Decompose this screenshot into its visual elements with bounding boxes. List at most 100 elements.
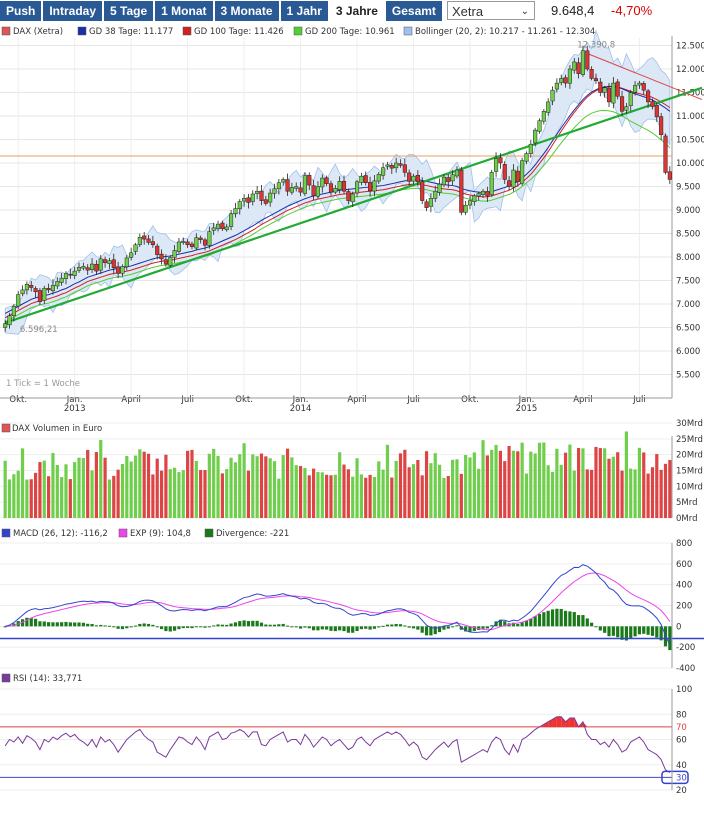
divergence-bar: [577, 615, 581, 627]
tab-push[interactable]: Push: [0, 1, 42, 21]
candle: [229, 213, 234, 227]
divergence-bar: [303, 626, 307, 628]
volume-bar: [159, 470, 164, 518]
divergence-bar: [511, 622, 516, 627]
divergence-bar: [351, 626, 355, 633]
volume-bar: [55, 464, 59, 518]
volume-y-tick: 20Mrd: [676, 451, 703, 461]
divergence-bar: [3, 626, 7, 628]
candle: [320, 177, 325, 188]
tab-5-tage[interactable]: 5 Tage: [104, 1, 154, 21]
volume-bar: [33, 472, 38, 518]
candle: [202, 239, 208, 246]
candle: [559, 78, 564, 83]
divergence-bar: [251, 620, 255, 627]
volume-bar: [611, 456, 615, 518]
divergence-bar: [220, 624, 224, 627]
candle: [637, 82, 642, 86]
candle: [120, 266, 125, 274]
divergence-bar: [407, 626, 411, 628]
candle: [398, 163, 403, 166]
divergence-bar: [172, 626, 177, 631]
macd-y-tick: -200: [676, 643, 695, 653]
divergence-bar: [659, 626, 663, 641]
candle: [368, 182, 373, 191]
volume-bar: [372, 476, 377, 518]
exchange-select[interactable]: Xetra ⌄: [447, 1, 535, 20]
volume-bar: [20, 448, 25, 518]
volume-bar: [529, 451, 533, 518]
divergence-bar: [329, 626, 333, 631]
tab-3-monate[interactable]: 3 Monate: [214, 1, 279, 21]
volume-bar: [385, 444, 390, 518]
divergence-bar: [77, 622, 81, 627]
volume-bar: [229, 457, 233, 518]
volume-bar: [194, 460, 198, 518]
dax-chart[interactable]: DAX (Xetra) GD 38 Tage: 11.177 GD 100 Tage…: [0, 22, 704, 816]
price-y-tick: 10.000: [676, 159, 704, 169]
divergence-bar: [73, 622, 77, 627]
divergence-bar: [424, 626, 429, 636]
macd-y-tick: 400: [676, 581, 692, 591]
divergence-bar: [33, 618, 38, 627]
volume-bar: [390, 477, 394, 518]
macd-legend-macd: MACD (26, 12): -116,2: [13, 529, 108, 539]
candle: [502, 164, 507, 180]
divergence-bar: [255, 620, 259, 627]
candle: [255, 190, 260, 194]
divergence-bar: [238, 621, 242, 627]
volume-bar: [633, 469, 637, 518]
volume-bar: [333, 474, 337, 518]
divergence-bar: [68, 622, 72, 627]
volume-bar: [233, 462, 238, 518]
divergence-bar: [277, 624, 281, 627]
divergence-bar: [524, 620, 529, 627]
volume-bar: [624, 431, 628, 518]
volume-bar: [90, 470, 94, 518]
divergence-bar: [537, 613, 542, 627]
candle: [546, 101, 551, 113]
tab-3-jahre[interactable]: 3 Jahre: [329, 1, 384, 21]
candle: [346, 191, 351, 201]
divergence-bar: [403, 625, 407, 627]
candle: [37, 290, 42, 302]
candle: [133, 244, 138, 252]
volume-bar: [325, 474, 329, 518]
volume-bar: [120, 464, 125, 518]
volume-bar: [377, 461, 381, 518]
volume-bar: [307, 475, 311, 518]
divergence-bar: [590, 622, 594, 627]
divergence-bar: [90, 623, 94, 627]
candle: [146, 238, 151, 243]
divergence-bars: [3, 608, 672, 651]
tab-1-jahr[interactable]: 1 Jahr: [280, 1, 328, 21]
candle: [333, 188, 338, 193]
volume-bar: [598, 448, 602, 518]
candle: [372, 180, 377, 192]
volume-bar: [151, 474, 155, 518]
divergence-bar: [194, 626, 198, 628]
candle: [233, 208, 238, 214]
volume-bar: [407, 467, 411, 518]
volume-bar: [616, 452, 620, 518]
legend-swatch-gd200: [293, 26, 303, 36]
divergence-bar: [64, 621, 68, 627]
divergence-bar: [616, 626, 620, 638]
candle: [150, 241, 155, 246]
volume-bar: [47, 476, 51, 518]
candle: [628, 92, 633, 107]
volume-bar: [212, 448, 216, 518]
tab-1-monat[interactable]: 1 Monat: [155, 1, 213, 21]
volume-bar: [29, 479, 33, 518]
candle: [137, 237, 142, 245]
candle: [389, 165, 394, 169]
candle: [381, 167, 386, 176]
tab-gesamt[interactable]: Gesamt: [385, 1, 442, 21]
candle: [533, 129, 538, 144]
candle: [633, 85, 638, 93]
volume-bar: [537, 442, 542, 518]
candle: [450, 174, 455, 182]
tab-intraday[interactable]: Intraday: [43, 1, 103, 21]
volume-bar: [533, 453, 537, 518]
volume-bar: [381, 469, 385, 518]
